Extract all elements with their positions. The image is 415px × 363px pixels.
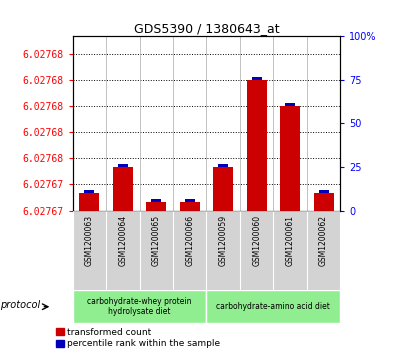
Bar [285,103,295,106]
Bar [84,190,94,193]
Text: carbohydrate-whey protein
hydrolysate diet: carbohydrate-whey protein hydrolysate di… [87,297,192,317]
Bar [180,202,200,211]
Text: GSM1200065: GSM1200065 [152,215,161,266]
Text: protocol: protocol [0,300,40,310]
Bar [173,211,207,290]
Text: GSM1200063: GSM1200063 [85,215,94,266]
Bar [113,167,133,211]
Text: GSM1200060: GSM1200060 [252,215,261,266]
Bar [79,193,100,211]
Bar [106,211,139,290]
Bar [247,80,267,211]
Bar [139,211,173,290]
Title: GDS5390 / 1380643_at: GDS5390 / 1380643_at [134,22,279,35]
Bar [207,211,240,290]
Text: GSM1200061: GSM1200061 [286,215,295,265]
Bar [207,290,340,323]
Text: GSM1200066: GSM1200066 [185,215,194,266]
Bar [213,167,233,211]
Bar [218,164,228,167]
Bar [185,199,195,202]
Bar [73,290,207,323]
Bar [307,211,340,290]
Legend: transformed count, percentile rank within the sample: transformed count, percentile rank withi… [56,327,220,348]
Bar [118,164,128,167]
Bar [146,202,166,211]
Bar [240,211,273,290]
Bar [151,199,161,202]
Bar [319,190,329,193]
Bar [273,211,307,290]
Bar [280,106,300,211]
Bar [314,193,334,211]
Text: GSM1200064: GSM1200064 [118,215,127,266]
Bar [73,211,106,290]
Text: carbohydrate-amino acid diet: carbohydrate-amino acid diet [217,302,330,311]
Text: GSM1200062: GSM1200062 [319,215,328,265]
Bar [251,77,262,80]
Text: GSM1200059: GSM1200059 [219,215,228,266]
